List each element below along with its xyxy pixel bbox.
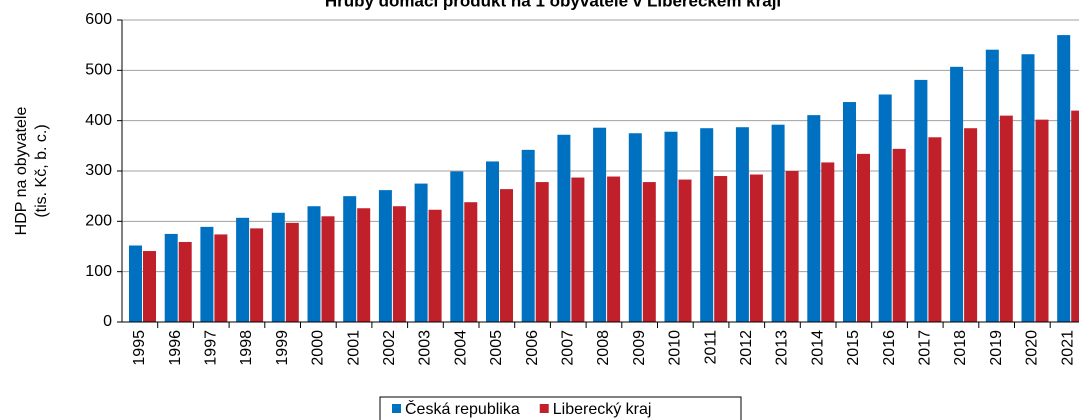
bar xyxy=(1071,110,1079,322)
x-tick-label: 2006 xyxy=(524,330,541,366)
bar xyxy=(749,174,763,322)
bar xyxy=(285,222,299,322)
bar xyxy=(428,209,442,322)
bar xyxy=(414,183,428,322)
x-tick-label: 2011 xyxy=(702,330,719,365)
bar xyxy=(593,127,607,322)
x-tick-label: 2013 xyxy=(774,330,791,366)
bar xyxy=(486,161,499,322)
x-tick-label: 2019 xyxy=(988,330,1005,366)
bar xyxy=(807,115,821,322)
legend-swatch xyxy=(392,404,401,413)
x-tick-label: 2015 xyxy=(845,330,862,366)
bar xyxy=(343,196,357,322)
x-tick-label: 2020 xyxy=(1024,330,1041,366)
bar xyxy=(964,128,978,322)
x-tick-label: 1998 xyxy=(238,330,255,366)
bar xyxy=(250,228,264,322)
x-tick-label: 2004 xyxy=(452,330,469,366)
x-tick-label: 2000 xyxy=(310,330,327,366)
x-tick-label: 2001 xyxy=(345,330,362,366)
bar xyxy=(557,134,571,322)
bar xyxy=(164,233,178,322)
bar xyxy=(714,176,728,322)
x-tick-label: 2007 xyxy=(559,330,576,366)
bar xyxy=(642,182,656,322)
bar xyxy=(378,190,392,322)
x-tick-label: 1997 xyxy=(202,330,219,366)
bar xyxy=(1021,54,1035,323)
bar xyxy=(464,202,478,322)
y-tick-label: 400 xyxy=(85,112,112,129)
legend-swatch xyxy=(539,404,549,413)
y-tick-label: 300 xyxy=(85,162,112,179)
bar xyxy=(928,137,942,322)
y-axis-title: HDP na obyvatele (tis. Kč, b. c.) xyxy=(13,107,50,236)
y-tick-label: 100 xyxy=(85,263,112,280)
bar xyxy=(985,49,999,323)
y-tick-label: 600 xyxy=(85,11,112,28)
x-tick-label: 2002 xyxy=(381,330,398,366)
bar xyxy=(735,127,749,323)
x-tick-label: 2008 xyxy=(595,330,612,366)
bar xyxy=(950,66,964,322)
x-tick-label: 2005 xyxy=(488,330,505,366)
bar xyxy=(914,79,928,322)
bar xyxy=(200,226,214,322)
bar xyxy=(535,182,549,322)
bar xyxy=(843,102,856,322)
x-tick-label: 2009 xyxy=(631,330,648,366)
bar xyxy=(878,94,892,322)
x-tick-label: 2021 xyxy=(1059,330,1076,366)
bar xyxy=(307,206,321,322)
bar xyxy=(1035,119,1049,322)
bar xyxy=(392,206,406,322)
bar xyxy=(607,176,621,322)
x-tick-label: 1996 xyxy=(167,330,184,366)
bar xyxy=(143,251,156,322)
bar xyxy=(271,212,285,322)
bar xyxy=(129,245,142,322)
legend-box xyxy=(379,396,742,420)
bar xyxy=(892,148,906,322)
y-tick-label: 0 xyxy=(103,313,112,330)
y-tick-label: 200 xyxy=(85,213,112,230)
bar xyxy=(771,124,785,323)
chart-title: Hrubý domácí produkt na 1 obyvatele v Li… xyxy=(325,0,781,10)
bar xyxy=(628,133,642,322)
bar xyxy=(236,217,250,322)
bar xyxy=(214,234,228,322)
x-tick-label: 1995 xyxy=(131,330,148,366)
bar xyxy=(821,162,835,322)
x-tick-label: 2012 xyxy=(738,330,755,366)
bar xyxy=(857,153,870,322)
y-tick-label: 500 xyxy=(85,62,112,79)
legend: Česká republika Liberecký kraj xyxy=(379,396,742,420)
x-tick-label: 2014 xyxy=(809,330,826,366)
bar xyxy=(521,149,535,322)
bar xyxy=(357,208,371,322)
x-tick-label: 2017 xyxy=(916,330,933,366)
bar xyxy=(785,171,799,322)
bar xyxy=(500,189,513,322)
bar xyxy=(178,241,192,322)
bar xyxy=(571,177,585,322)
legend-label: Liberecký kraj xyxy=(553,401,652,418)
legend-label: Česká republika xyxy=(405,399,520,418)
bar xyxy=(999,115,1013,322)
bar xyxy=(321,216,335,322)
bar xyxy=(450,171,464,322)
x-tick-label: 2016 xyxy=(881,330,898,366)
x-tick-label: 1999 xyxy=(274,330,291,366)
x-tick-label: 2018 xyxy=(952,330,969,366)
x-tick-label: 2003 xyxy=(417,330,434,366)
bar xyxy=(678,179,692,322)
bar xyxy=(700,128,714,322)
y-axis-title-line: (tis. Kč, b. c.) xyxy=(33,124,50,217)
bar xyxy=(664,131,678,322)
bar xyxy=(1057,35,1071,322)
y-axis-title-line: HDP na obyvatele xyxy=(13,107,30,236)
x-tick-label: 2010 xyxy=(667,330,684,366)
